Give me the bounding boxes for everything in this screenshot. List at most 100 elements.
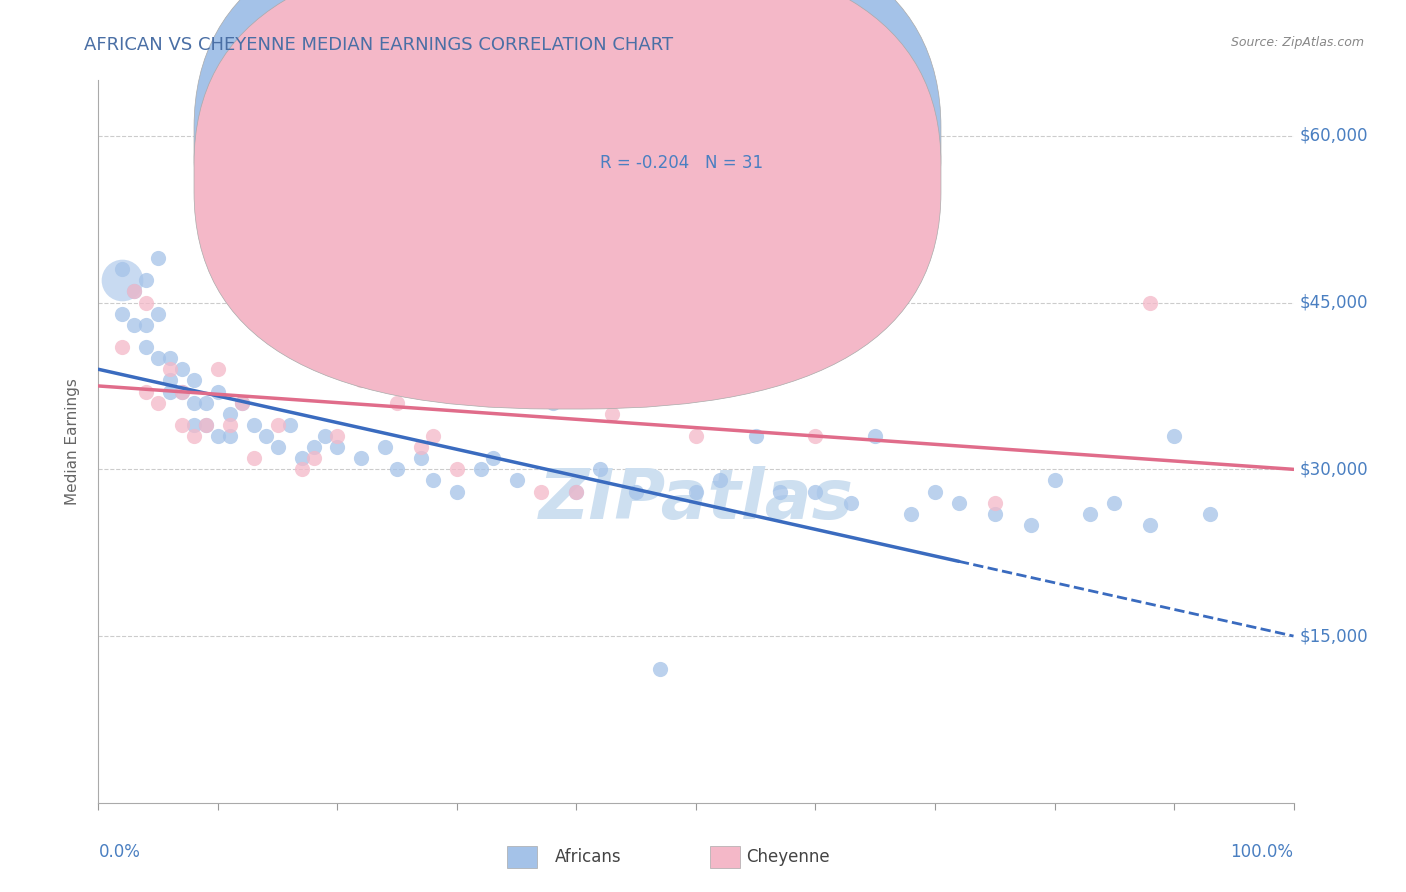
Point <box>183 373 205 387</box>
Text: R = -0.204   N = 31: R = -0.204 N = 31 <box>600 154 763 172</box>
Point <box>207 384 229 399</box>
Point <box>207 362 229 376</box>
Text: $15,000: $15,000 <box>1299 627 1368 645</box>
Point <box>745 429 768 443</box>
Point <box>984 507 1007 521</box>
Y-axis label: Median Earnings: Median Earnings <box>65 378 80 505</box>
Point <box>159 351 181 366</box>
Point <box>1080 507 1102 521</box>
Text: $30,000: $30,000 <box>1299 460 1368 478</box>
Point <box>172 384 194 399</box>
Point <box>159 362 181 376</box>
FancyBboxPatch shape <box>194 0 941 373</box>
FancyBboxPatch shape <box>194 0 941 409</box>
Point <box>219 417 242 432</box>
Point <box>135 384 157 399</box>
Point <box>302 440 325 454</box>
Point <box>506 474 529 488</box>
Point <box>865 429 887 443</box>
Point <box>446 462 468 476</box>
Point <box>470 462 492 476</box>
Point <box>411 451 433 466</box>
Point <box>219 407 242 421</box>
Point <box>900 507 922 521</box>
Point <box>565 484 588 499</box>
Text: AFRICAN VS CHEYENNE MEDIAN EARNINGS CORRELATION CHART: AFRICAN VS CHEYENNE MEDIAN EARNINGS CORR… <box>84 36 673 54</box>
Point <box>1019 517 1042 532</box>
Point <box>135 318 157 332</box>
Point <box>124 285 146 299</box>
Point <box>350 373 373 387</box>
Bar <box>710 847 740 868</box>
Point <box>685 429 707 443</box>
Text: 0.0%: 0.0% <box>98 843 141 861</box>
Point <box>481 451 505 466</box>
Point <box>254 429 277 443</box>
Text: ZIPatlas: ZIPatlas <box>538 466 853 533</box>
Point <box>1139 517 1161 532</box>
Point <box>135 273 157 287</box>
Text: R = -0.386   N = 67: R = -0.386 N = 67 <box>600 119 763 136</box>
Point <box>111 273 134 287</box>
Point <box>135 340 157 354</box>
Point <box>1043 474 1066 488</box>
Bar <box>508 847 537 868</box>
Point <box>231 395 253 409</box>
Point <box>374 440 396 454</box>
Point <box>291 462 314 476</box>
Point <box>172 384 194 399</box>
Text: $60,000: $60,000 <box>1299 127 1368 145</box>
Point <box>385 395 409 409</box>
Point <box>195 417 218 432</box>
Point <box>411 440 433 454</box>
Point <box>231 395 253 409</box>
Point <box>148 307 170 321</box>
Point <box>267 417 290 432</box>
Point <box>243 417 266 432</box>
Point <box>148 251 170 265</box>
Point <box>1163 429 1185 443</box>
Point <box>183 395 205 409</box>
Point <box>278 417 301 432</box>
Point <box>326 429 349 443</box>
Point <box>984 496 1007 510</box>
Point <box>135 295 157 310</box>
Point <box>709 474 731 488</box>
Point <box>267 440 290 454</box>
Text: $45,000: $45,000 <box>1299 293 1368 311</box>
Text: 100.0%: 100.0% <box>1230 843 1294 861</box>
Text: Source: ZipAtlas.com: Source: ZipAtlas.com <box>1230 36 1364 49</box>
Point <box>148 351 170 366</box>
Point <box>422 429 444 443</box>
Point <box>195 395 218 409</box>
Point <box>302 451 325 466</box>
FancyBboxPatch shape <box>517 95 900 203</box>
Point <box>159 384 181 399</box>
Point <box>207 195 229 210</box>
Point <box>422 474 444 488</box>
Point <box>685 484 707 499</box>
Text: Cheyenne: Cheyenne <box>747 848 830 866</box>
Point <box>1139 295 1161 310</box>
Point <box>243 451 266 466</box>
Point <box>541 395 564 409</box>
Point <box>841 496 863 510</box>
Point <box>326 440 349 454</box>
Point <box>183 429 205 443</box>
Point <box>948 496 970 510</box>
Point <box>626 484 648 499</box>
Point <box>1199 507 1222 521</box>
Point <box>565 484 588 499</box>
Point <box>530 484 553 499</box>
Text: Africans: Africans <box>555 848 621 866</box>
Point <box>111 340 134 354</box>
Point <box>1104 496 1126 510</box>
Point <box>648 662 672 676</box>
Point <box>768 484 790 499</box>
Point <box>124 285 146 299</box>
Point <box>315 429 337 443</box>
Point <box>350 451 373 466</box>
Point <box>804 484 827 499</box>
Point <box>111 307 134 321</box>
Point <box>589 462 612 476</box>
